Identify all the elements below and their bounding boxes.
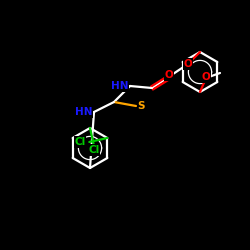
Text: Cl: Cl bbox=[74, 137, 85, 147]
Text: O: O bbox=[164, 70, 173, 80]
Text: Cl: Cl bbox=[88, 145, 100, 155]
Text: HN: HN bbox=[110, 81, 128, 91]
Text: O: O bbox=[202, 72, 210, 82]
Text: S: S bbox=[137, 101, 145, 111]
Text: HN: HN bbox=[74, 107, 92, 117]
Text: O: O bbox=[184, 59, 192, 69]
